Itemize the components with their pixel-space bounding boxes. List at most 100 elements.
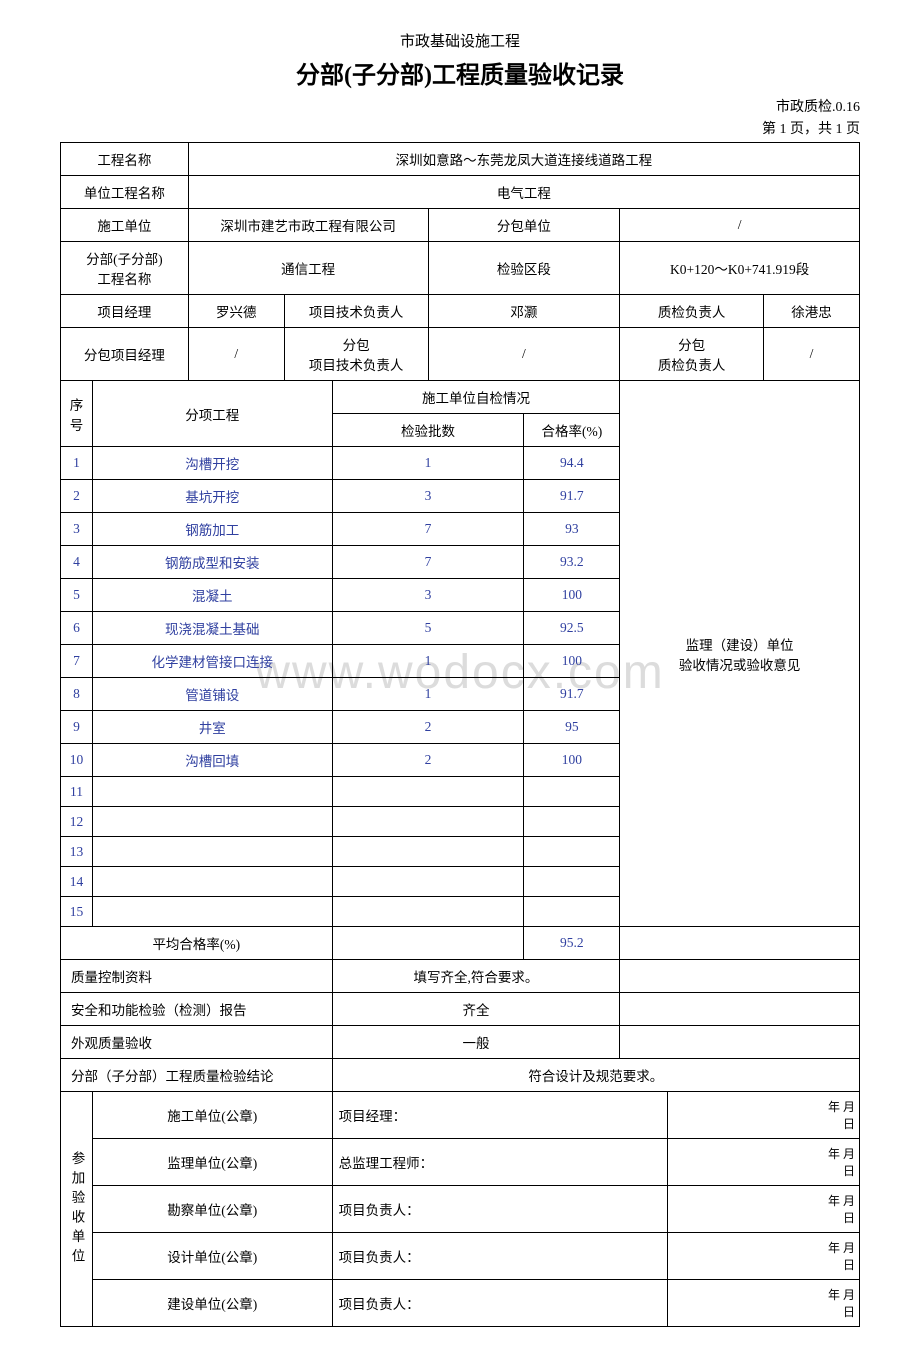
design-unit-seal: 设计单位(公章) [92, 1233, 332, 1280]
label-unit-project: 单位工程名称 [61, 176, 189, 209]
value-qc-material: 填写齐全,符合要求。 [332, 960, 620, 993]
survey-unit-seal: 勘察单位(公章) [92, 1186, 332, 1233]
rate: 92.5 [524, 612, 620, 645]
seq: 13 [61, 837, 93, 867]
batch: 7 [332, 513, 524, 546]
batch: 1 [332, 678, 524, 711]
item-name [92, 777, 332, 807]
label-self-check: 施工单位自检情况 [332, 381, 620, 414]
value-construction-unit: 深圳市建艺市政工程有限公司 [188, 209, 428, 242]
label-sub-qc: 分包 质检负责人 [620, 328, 764, 381]
rate [524, 867, 620, 897]
value-subcontract-unit: / [620, 209, 860, 242]
seq: 5 [61, 579, 93, 612]
label-sub-pm: 分包项目经理 [61, 328, 189, 381]
batch: 3 [332, 579, 524, 612]
batch: 5 [332, 612, 524, 645]
value-conclusion: 符合设计及规范要求。 [332, 1059, 859, 1092]
seq: 14 [61, 867, 93, 897]
value-safety: 齐全 [332, 993, 620, 1026]
batch [332, 897, 524, 927]
proj-lead-sign: 项目负责人： [332, 1186, 668, 1233]
date: 年 月 日 [668, 1233, 860, 1280]
page-info: 第 1 页，共 1 页 [60, 118, 860, 138]
item-name: 井室 [92, 711, 332, 744]
label-batch: 检验批数 [332, 414, 524, 447]
value-sub-pm: / [188, 328, 284, 381]
main-table: 工程名称 深圳如意路～东莞龙凤大道连接线道路工程 单位工程名称 电气工程 施工单… [60, 142, 860, 1327]
label-tech-lead: 项目技术负责人 [284, 295, 428, 328]
rate [524, 837, 620, 867]
batch: 1 [332, 645, 524, 678]
batch [332, 867, 524, 897]
value-tech-lead: 邓灏 [428, 295, 620, 328]
seq: 6 [61, 612, 93, 645]
label-inspection-section: 检验区段 [428, 242, 620, 295]
item-name: 钢筋成型和安装 [92, 546, 332, 579]
date: 年 月 日 [668, 1092, 860, 1139]
label-subcontract-unit: 分包单位 [428, 209, 620, 242]
label-pm: 项目经理 [61, 295, 189, 328]
label-sub-tech: 分包 项目技术负责人 [284, 328, 428, 381]
item-name: 混凝土 [92, 579, 332, 612]
item-name: 基坑开挖 [92, 480, 332, 513]
date: 年 月 日 [668, 1139, 860, 1186]
build-unit-seal: 建设单位(公章) [92, 1280, 332, 1327]
label-subdivision: 分部(子分部) 工程名称 [61, 242, 189, 295]
item-name [92, 867, 332, 897]
label-qc-lead: 质检负责人 [620, 295, 764, 328]
value-qc-lead: 徐港忠 [764, 295, 860, 328]
rate: 93 [524, 513, 620, 546]
empty [620, 927, 860, 960]
value-sub-tech: / [428, 328, 620, 381]
item-name [92, 807, 332, 837]
batch: 2 [332, 711, 524, 744]
batch: 2 [332, 744, 524, 777]
seq: 4 [61, 546, 93, 579]
batch [332, 807, 524, 837]
label-sub-item: 分项工程 [92, 381, 332, 447]
value-appearance: 一般 [332, 1026, 620, 1059]
empty [620, 960, 860, 993]
batch: 1 [332, 447, 524, 480]
empty [620, 1026, 860, 1059]
batch: 7 [332, 546, 524, 579]
header-title: 分部(子分部)工程质量验收记录 [60, 55, 860, 90]
label-project-name: 工程名称 [61, 143, 189, 176]
supervisor-opinion: 监理（建设）单位 验收情况或验收意见 [620, 381, 860, 927]
seq: 7 [61, 645, 93, 678]
rate [524, 897, 620, 927]
label-qc-material: 质量控制资料 [61, 960, 333, 993]
seq: 12 [61, 807, 93, 837]
rate: 100 [524, 744, 620, 777]
value-unit-project: 电气工程 [188, 176, 859, 209]
value-sub-qc: / [764, 328, 860, 381]
rate: 91.7 [524, 480, 620, 513]
seq: 15 [61, 897, 93, 927]
batch [332, 837, 524, 867]
rate [524, 777, 620, 807]
item-name: 沟槽开挖 [92, 447, 332, 480]
seq: 2 [61, 480, 93, 513]
label-construction-unit: 施工单位 [61, 209, 189, 242]
item-name: 管道铺设 [92, 678, 332, 711]
batch [332, 777, 524, 807]
label-conclusion: 分部（子分部）工程质量检验结论 [61, 1059, 333, 1092]
value-avg-rate: 95.2 [524, 927, 620, 960]
batch: 3 [332, 480, 524, 513]
chief-sup-sign: 总监理工程师： [332, 1139, 668, 1186]
item-name: 钢筋加工 [92, 513, 332, 546]
item-name: 化学建材管接口连接 [92, 645, 332, 678]
label-participants: 参加验收单位 [61, 1092, 93, 1327]
seq: 11 [61, 777, 93, 807]
label-avg-rate: 平均合格率(%) [61, 927, 333, 960]
doc-code: 市政质检.0.16 [60, 96, 860, 116]
item-name [92, 837, 332, 867]
seq: 9 [61, 711, 93, 744]
value-inspection-section: K0+120～K0+741.919段 [620, 242, 860, 295]
empty [620, 993, 860, 1026]
rate: 100 [524, 645, 620, 678]
label-appearance: 外观质量验收 [61, 1026, 333, 1059]
item-name [92, 897, 332, 927]
proj-lead-sign: 项目负责人： [332, 1233, 668, 1280]
